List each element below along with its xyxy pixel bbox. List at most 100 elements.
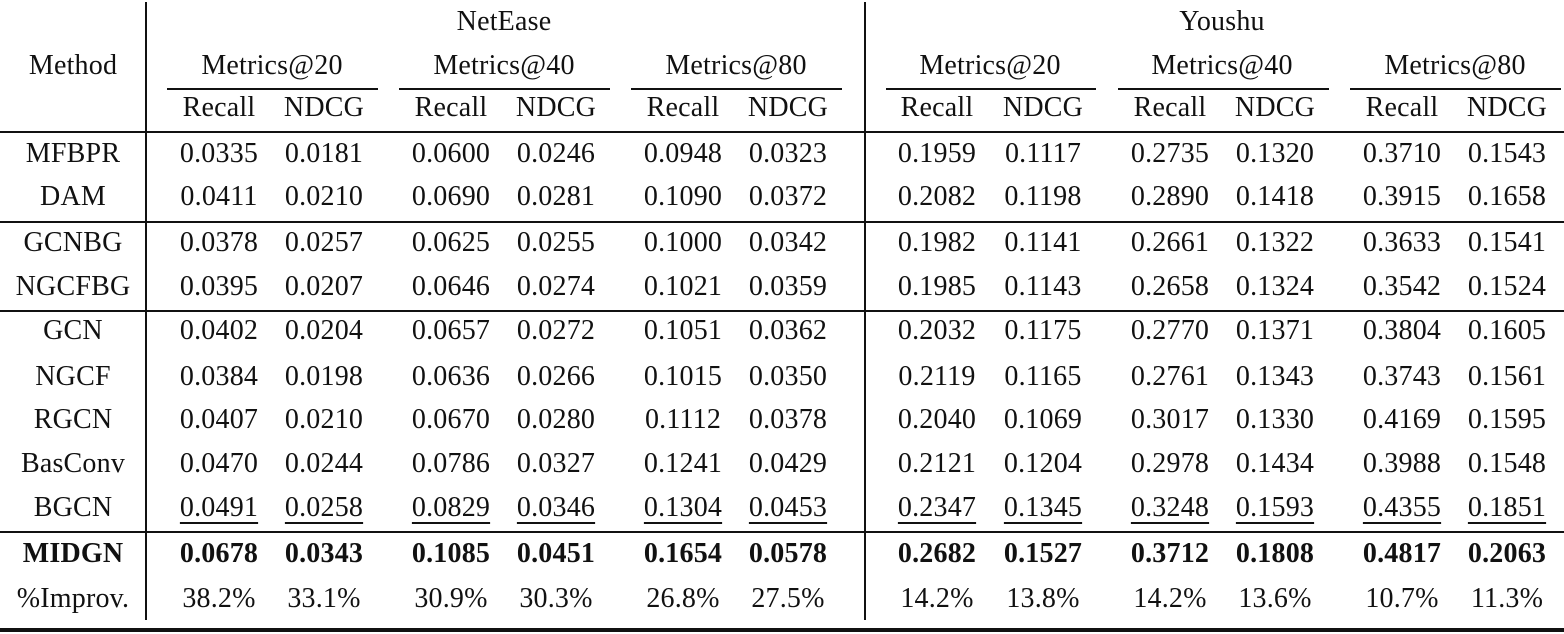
metric-value: 0.0948 xyxy=(643,138,723,169)
metric-value: 33.1% xyxy=(287,583,361,614)
metric-value: 0.2890 xyxy=(1130,181,1210,212)
metric-value: 38.2% xyxy=(182,583,256,614)
metric-value: 26.8% xyxy=(646,583,720,614)
metric-value: 0.2063 xyxy=(1467,538,1547,569)
metric-value: 0.1175 xyxy=(1004,315,1082,346)
metric-value: 0.2682 xyxy=(897,538,977,569)
metric-value: 0.1959 xyxy=(897,138,977,169)
metric-value: 30.3% xyxy=(519,583,593,614)
metric-value: 0.3248 xyxy=(1130,492,1210,523)
method-name: GCN xyxy=(43,315,103,346)
sub-metric-header: NDCG xyxy=(1466,92,1548,123)
metric-value: 0.0343 xyxy=(284,538,364,569)
metric-value: 0.2082 xyxy=(897,181,977,212)
metric-value: 0.1985 xyxy=(897,271,977,302)
metric-value: 0.0636 xyxy=(411,361,491,392)
metric-value: 0.2347 xyxy=(897,492,977,523)
dataset-header-youshu: Youshu xyxy=(1179,6,1265,37)
method-name: BasConv xyxy=(20,448,126,479)
metric-value: 0.1165 xyxy=(1004,361,1082,392)
metric-value: 0.1021 xyxy=(643,271,723,302)
metric-value: 0.4817 xyxy=(1362,538,1442,569)
metric-value: 0.1090 xyxy=(643,181,723,212)
metric-value: 30.9% xyxy=(414,583,488,614)
metric-value: 0.0210 xyxy=(284,181,364,212)
metric-value: 0.1117 xyxy=(1004,138,1082,169)
sub-metric-header: NDCG xyxy=(515,92,597,123)
metric-value: 0.1561 xyxy=(1467,361,1547,392)
metric-value: 0.2661 xyxy=(1130,227,1210,258)
metric-value: 27.5% xyxy=(751,583,825,614)
metric-value: 0.1015 xyxy=(643,361,723,392)
metric-value: 0.0198 xyxy=(284,361,364,392)
metric-value: 0.0625 xyxy=(411,227,491,258)
metric-value: 0.0453 xyxy=(748,492,828,523)
metric-value: 0.0786 xyxy=(411,448,491,479)
metric-value: 14.2% xyxy=(1133,583,1207,614)
method-name: MIDGN xyxy=(22,538,124,569)
metric-value: 0.2770 xyxy=(1130,315,1210,346)
metric-value: 0.0407 xyxy=(179,404,259,435)
method-name: DAM xyxy=(40,181,106,212)
metric-value: 0.0258 xyxy=(284,492,364,523)
metric-value: 0.0402 xyxy=(179,315,259,346)
metric-value: 0.1527 xyxy=(1003,538,1083,569)
metric-value: 0.0600 xyxy=(411,138,491,169)
metric-value: 11.3% xyxy=(1470,583,1544,614)
method-name: BGCN xyxy=(33,492,113,523)
header-bottom-rule xyxy=(0,131,1564,133)
metric-value: 0.0210 xyxy=(284,404,364,435)
metric-value: 0.3988 xyxy=(1362,448,1442,479)
metric-value: 0.0670 xyxy=(411,404,491,435)
metric-value: 0.1204 xyxy=(1003,448,1083,479)
metric-value: 0.1548 xyxy=(1467,448,1547,479)
metric-value: 0.1330 xyxy=(1235,404,1315,435)
metric-value: 0.3712 xyxy=(1130,538,1210,569)
metric-value: 0.3633 xyxy=(1362,227,1442,258)
metric-value: 0.1320 xyxy=(1235,138,1315,169)
metric-value: 0.2040 xyxy=(897,404,977,435)
metric-value: 0.0280 xyxy=(516,404,596,435)
metric-value: 0.0678 xyxy=(179,538,259,569)
method-name: RGCN xyxy=(33,404,113,435)
metric-value: 14.2% xyxy=(900,583,974,614)
metric-value: 0.1543 xyxy=(1467,138,1547,169)
metric-value: 0.1112 xyxy=(644,404,722,435)
metric-value: 0.1418 xyxy=(1235,181,1315,212)
metric-value: 0.0578 xyxy=(748,538,828,569)
metric-value: 0.0327 xyxy=(516,448,596,479)
metric-value: 0.1324 xyxy=(1235,271,1315,302)
method-name: NGCFBG xyxy=(15,271,131,302)
metric-value: 0.1069 xyxy=(1003,404,1083,435)
metric-value: 0.0470 xyxy=(179,448,259,479)
method-name: %Improv. xyxy=(16,583,130,614)
metric-value: 0.1434 xyxy=(1235,448,1315,479)
metric-value: 0.0451 xyxy=(516,538,596,569)
metric-value: 0.3804 xyxy=(1362,315,1442,346)
metric-value: 0.1541 xyxy=(1467,227,1547,258)
metric-value: 0.4355 xyxy=(1362,492,1442,523)
method-name: GCNBG xyxy=(23,227,123,258)
method-column-divider xyxy=(145,2,147,620)
metric-value: 0.0207 xyxy=(284,271,364,302)
metric-value: 0.1322 xyxy=(1235,227,1315,258)
metric-value: 0.2119 xyxy=(898,361,976,392)
sub-metric-header: Recall xyxy=(1133,92,1207,123)
dataset-header-netease: NetEase xyxy=(456,6,552,37)
metric-value: 0.1198 xyxy=(1004,181,1082,212)
metric-value: 0.2032 xyxy=(897,315,977,346)
metric-value: 0.3710 xyxy=(1362,138,1442,169)
metric-value: 0.0378 xyxy=(748,404,828,435)
metric-value: 0.2735 xyxy=(1130,138,1210,169)
metric-value: 0.1371 xyxy=(1235,315,1315,346)
metric-value: 0.0257 xyxy=(284,227,364,258)
metric-group-rule xyxy=(886,88,1096,90)
metric-value: 0.0359 xyxy=(748,271,828,302)
sub-metric-header: NDCG xyxy=(1234,92,1316,123)
metric-value: 0.2978 xyxy=(1130,448,1210,479)
metric-value: 0.0281 xyxy=(516,181,596,212)
metric-value: 0.0395 xyxy=(179,271,259,302)
metric-value: 0.0244 xyxy=(284,448,364,479)
sub-metric-header: Recall xyxy=(1365,92,1439,123)
